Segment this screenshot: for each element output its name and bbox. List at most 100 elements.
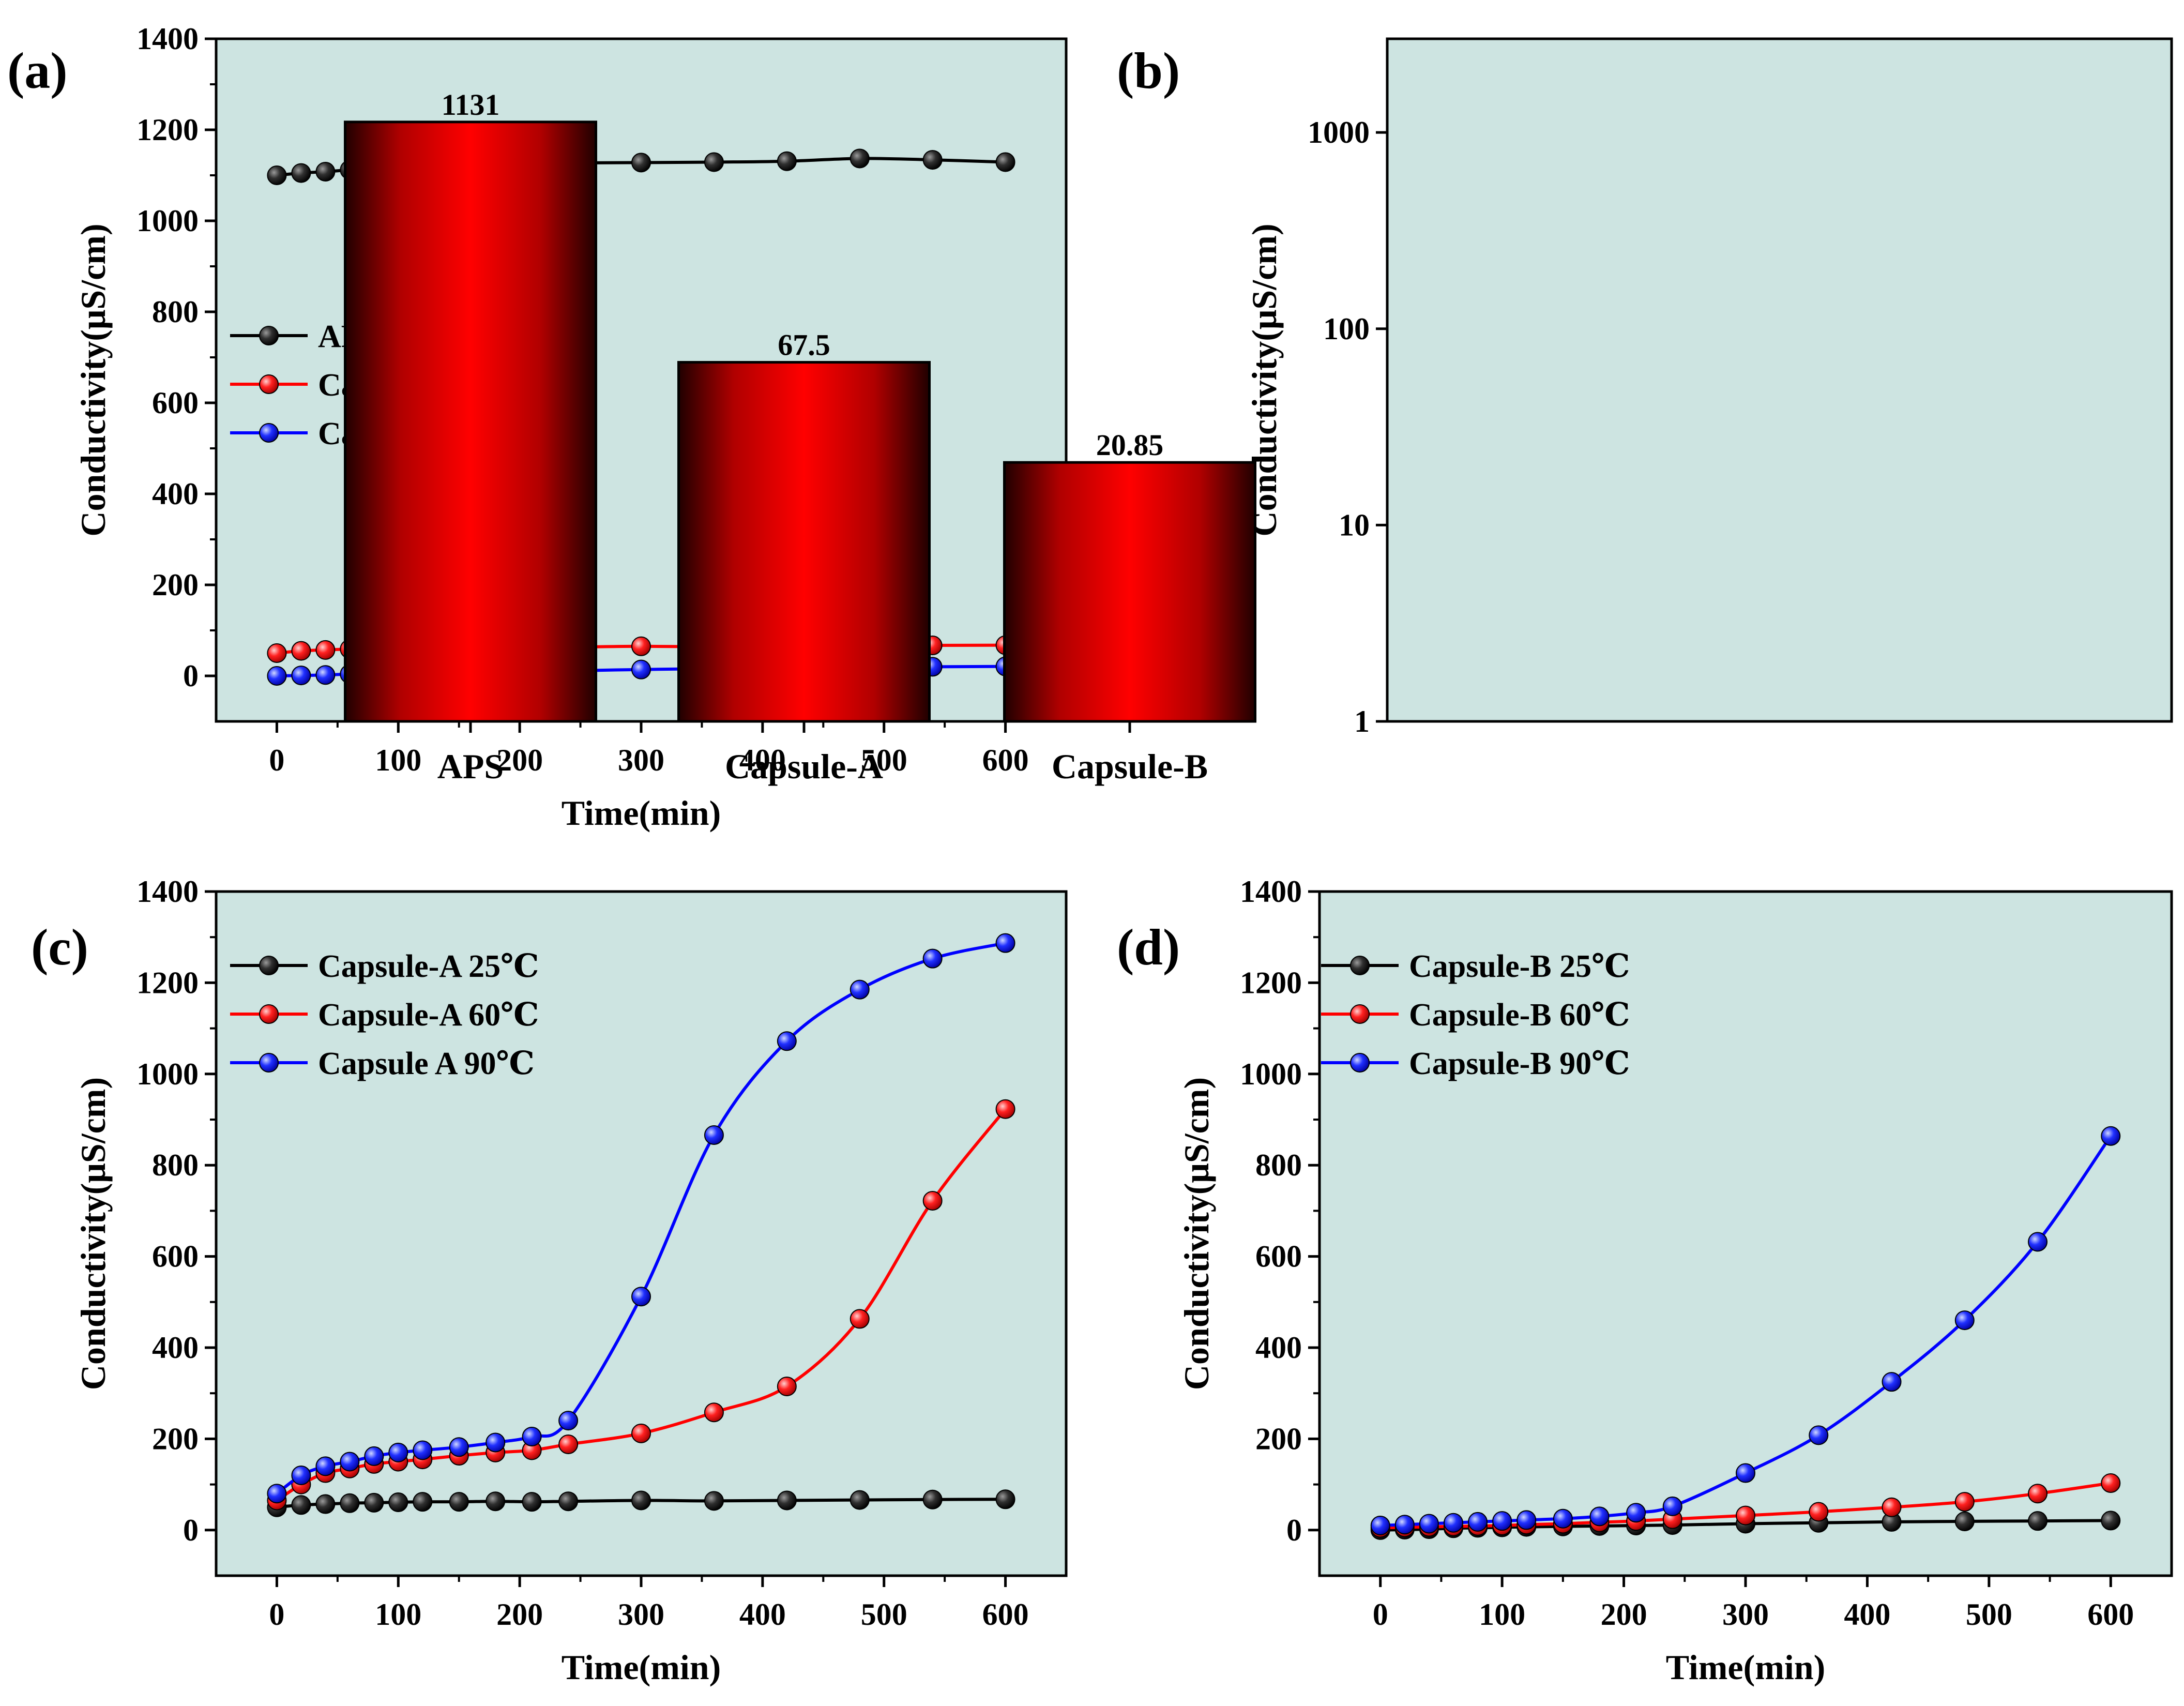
y-tick-label: 0 bbox=[183, 659, 199, 693]
legend-label: Capsule-A 25℃ bbox=[318, 949, 539, 984]
x-tick-label: 400 bbox=[739, 743, 786, 777]
y-tick-label: 800 bbox=[152, 1148, 199, 1182]
data-point bbox=[850, 1490, 870, 1510]
panel-b: (b)Conductivity(μS/cm)11010010001131APS6… bbox=[344, 37, 2173, 786]
data-point bbox=[1954, 1492, 1975, 1512]
data-point bbox=[1662, 1496, 1682, 1516]
data-point bbox=[291, 163, 311, 183]
data-point bbox=[1736, 1463, 1755, 1483]
y-tick-label: 1400 bbox=[1240, 874, 1302, 909]
series-aps bbox=[267, 148, 1015, 185]
data-point bbox=[388, 1442, 408, 1462]
y-tick-label: 400 bbox=[152, 1331, 199, 1365]
data-point bbox=[995, 933, 1015, 953]
data-point bbox=[922, 1489, 943, 1509]
data-point bbox=[777, 1376, 797, 1396]
legend-item: Capsule A 90℃ bbox=[230, 1046, 535, 1081]
y-tick-label: 200 bbox=[152, 568, 199, 602]
category-label: APS bbox=[437, 747, 504, 786]
data-point bbox=[267, 666, 287, 686]
y-tick-label: 1000 bbox=[136, 1057, 199, 1091]
data-point bbox=[1370, 1515, 1390, 1535]
y-axis-title: Conductivity(μS/cm) bbox=[1177, 1077, 1216, 1390]
bar bbox=[677, 361, 931, 723]
data-point bbox=[777, 151, 797, 171]
data-point bbox=[1419, 1514, 1439, 1534]
plot-area-frame bbox=[1386, 37, 2173, 723]
data-point bbox=[631, 1423, 651, 1443]
panel-label: (d) bbox=[1117, 918, 1180, 976]
panel-c: (c)Conductivity(μS/cm)020040060080010001… bbox=[31, 874, 1068, 1687]
data-point bbox=[850, 1309, 870, 1329]
x-tick-label: 200 bbox=[496, 1597, 543, 1632]
y-tick-label: 800 bbox=[152, 295, 199, 329]
x-tick-label: 100 bbox=[375, 743, 421, 777]
x-tick-label: 0 bbox=[269, 743, 284, 777]
y-tick-label: 0 bbox=[183, 1513, 199, 1547]
data-point bbox=[631, 636, 651, 656]
bar bbox=[344, 120, 597, 723]
data-point bbox=[704, 152, 724, 172]
x-axis-title: Time(min) bbox=[562, 793, 721, 833]
data-point bbox=[850, 979, 870, 1000]
plot-area-frame bbox=[1318, 890, 2173, 1577]
x-axis-title: Time(min) bbox=[562, 1648, 721, 1687]
data-point bbox=[291, 666, 311, 686]
data-point bbox=[315, 161, 336, 182]
data-point bbox=[1954, 1310, 1975, 1331]
data-point bbox=[704, 1491, 724, 1511]
x-tick-label: 500 bbox=[1966, 1597, 2012, 1632]
y-tick-label: 1200 bbox=[136, 113, 199, 147]
x-tick-label: 300 bbox=[618, 1597, 664, 1632]
bar bbox=[1003, 461, 1256, 723]
y-tick-label: 600 bbox=[1255, 1240, 1302, 1274]
legend: Capsule-A 25℃ Capsule-A 60℃ Capsule A 90℃ bbox=[230, 949, 539, 1081]
data-point bbox=[267, 643, 287, 663]
data-point bbox=[315, 665, 336, 685]
data-point bbox=[777, 1031, 797, 1051]
data-point bbox=[267, 1484, 287, 1504]
data-point bbox=[413, 1440, 433, 1460]
data-point bbox=[1516, 1510, 1537, 1530]
x-tick-label: 100 bbox=[1479, 1597, 1525, 1632]
legend-item: Capsule-B 90℃ bbox=[1321, 1046, 1630, 1081]
x-tick-label: 600 bbox=[982, 1597, 1029, 1632]
plot-area-background bbox=[1387, 39, 2172, 721]
y-axis-title: Conductivity(μS/cm) bbox=[73, 223, 113, 536]
y-tick-label: 1200 bbox=[136, 965, 199, 1000]
data-point bbox=[522, 1492, 542, 1512]
data-point bbox=[340, 1452, 360, 1472]
legend-item: Capsule-A 60℃ bbox=[230, 998, 539, 1033]
y-tick-label: 10 bbox=[1339, 508, 1370, 542]
legend-marker bbox=[259, 374, 279, 394]
y-tick-label: 600 bbox=[152, 1240, 199, 1274]
y-tick-label: 800 bbox=[1255, 1148, 1302, 1182]
data-point bbox=[1809, 1425, 1829, 1445]
legend: Capsule-B 25℃ Capsule-B 60℃ Capsule-B 90℃ bbox=[1321, 949, 1630, 1081]
x-tick-label: 500 bbox=[861, 1597, 907, 1632]
legend-label: Capsule-B 60℃ bbox=[1409, 998, 1630, 1033]
data-point bbox=[1626, 1503, 1646, 1523]
data-point bbox=[995, 1099, 1015, 1119]
x-tick-label: 600 bbox=[982, 743, 1029, 777]
data-point bbox=[315, 1456, 336, 1476]
data-point bbox=[995, 152, 1015, 172]
legend-label: Capsule-B 90℃ bbox=[1409, 1046, 1630, 1081]
data-point bbox=[364, 1492, 384, 1513]
y-tick-label: 200 bbox=[152, 1422, 199, 1456]
x-tick-label: 400 bbox=[739, 1597, 786, 1632]
panel-label: (b) bbox=[1117, 42, 1180, 99]
x-tick-label: 400 bbox=[1844, 1597, 1890, 1632]
data-point bbox=[631, 1287, 651, 1307]
data-point bbox=[449, 1437, 469, 1457]
x-tick-label: 100 bbox=[375, 1597, 421, 1632]
data-point bbox=[340, 1493, 360, 1513]
x-tick-label: 300 bbox=[1722, 1597, 1769, 1632]
data-point bbox=[486, 1491, 506, 1512]
y-tick-label: 0 bbox=[1286, 1513, 1302, 1547]
data-point bbox=[2101, 1473, 2121, 1493]
bar-value-label: 20.85 bbox=[1096, 428, 1164, 462]
data-point bbox=[1394, 1515, 1415, 1535]
data-point bbox=[850, 148, 870, 169]
